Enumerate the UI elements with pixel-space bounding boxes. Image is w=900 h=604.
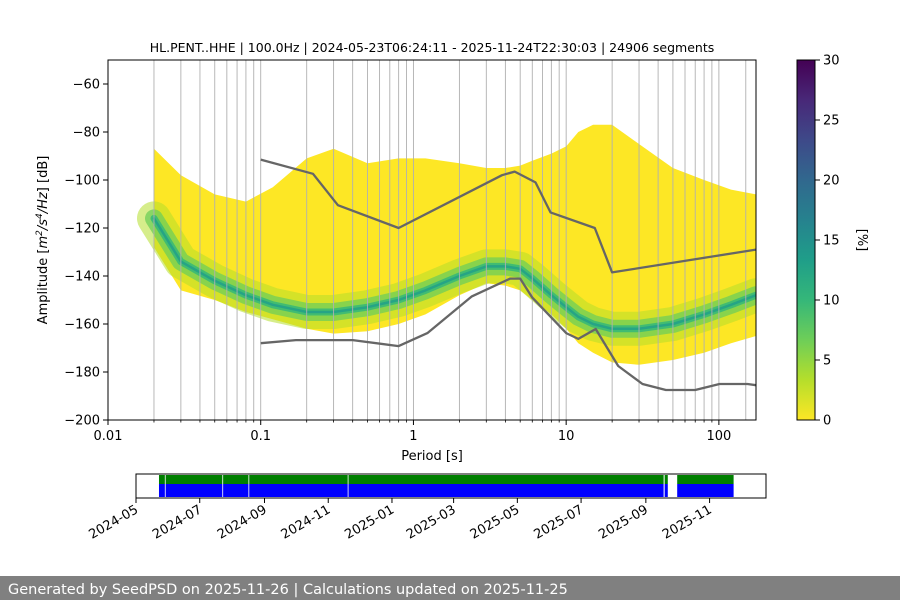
colorbar-tick-label: 10 bbox=[823, 294, 840, 309]
timeline-tick-label: 2024-05 bbox=[86, 502, 141, 542]
timeline-tick-label: 2024-09 bbox=[215, 502, 270, 542]
y-axis-label-part: Amplitude [ bbox=[36, 249, 51, 325]
chart-title: HL.PENT..HHE | 100.0Hz | 2024-05-23T06:2… bbox=[150, 40, 715, 55]
timeline-lower-segment bbox=[677, 484, 734, 497]
period-grid bbox=[153, 60, 747, 420]
x-tick-label: 10 bbox=[558, 429, 575, 444]
plot-frame bbox=[107, 59, 757, 421]
x-tick-label: 100 bbox=[706, 429, 731, 444]
y-tick-label: −160 bbox=[64, 318, 100, 333]
y-axis-label-part: 2 bbox=[35, 230, 45, 236]
y-tick-label: −200 bbox=[64, 414, 100, 429]
y-tick-label: −120 bbox=[64, 222, 100, 237]
y-axis-label: Amplitude [m2/s4/Hz] [dB] bbox=[35, 156, 51, 325]
y-tick-label: −100 bbox=[64, 174, 100, 189]
timeline-tick-label: 2024-11 bbox=[279, 502, 334, 542]
nlnm-line bbox=[260, 277, 756, 392]
footer-bar: Generated by SeedPSD on 2025-11-26 | Cal… bbox=[0, 576, 900, 600]
colorbar-label: [%] bbox=[854, 229, 869, 252]
x-tick-label: 0.1 bbox=[250, 429, 271, 444]
y-axis-label-part: Hz bbox=[36, 191, 51, 209]
timeline-frame bbox=[135, 473, 767, 499]
timeline-tick-label: 2025-01 bbox=[342, 502, 397, 542]
y-tick-label: −140 bbox=[64, 270, 100, 285]
colorbar-gradient bbox=[796, 59, 816, 421]
footer-text: Generated by SeedPSD on 2025-11-26 | Cal… bbox=[8, 582, 568, 598]
x-tick-label: 0.01 bbox=[94, 429, 123, 444]
timeline-upper-segment bbox=[677, 475, 734, 484]
timeline-axis: 2024-05 2024-07 2024-09 2024-11 2025-01 2025-… bbox=[86, 498, 715, 543]
timeline-lower-segment bbox=[664, 484, 668, 497]
y-axis: −60 −80 −100 −120 −140 −160 −180 −200 bbox=[64, 78, 108, 429]
timeline-upper-segment bbox=[664, 475, 668, 484]
timeline-lower-segment bbox=[158, 484, 664, 497]
y-axis-label-part: / bbox=[36, 224, 51, 231]
ppsd-chart: HL.PENT..HHE | 100.0Hz | 2024-05-23T06:2… bbox=[35, 40, 757, 464]
x-axis-label: Period [s] bbox=[401, 449, 463, 464]
timeline-tick-label: 2025-09 bbox=[596, 502, 651, 542]
x-axis: 0.01 0.1 1 10 100 bbox=[94, 420, 731, 444]
timeline-tick-label: 2025-05 bbox=[468, 502, 523, 542]
colorbar-tick-label: 0 bbox=[823, 414, 831, 429]
timeline-upper-segment bbox=[158, 475, 664, 484]
timeline-tick-label: 2024-07 bbox=[150, 502, 205, 542]
y-axis-label-part: / bbox=[36, 207, 51, 214]
colorbar: 0 5 10 15 20 25 30 [%] bbox=[796, 54, 869, 429]
timeline-tick-label: 2025-11 bbox=[660, 502, 715, 542]
noise-models bbox=[260, 158, 756, 392]
y-axis-label-part: s bbox=[36, 219, 51, 226]
colorbar-ticks: 0 5 10 15 20 25 30 bbox=[815, 54, 840, 429]
availability-timeline: 2024-05 2024-07 2024-09 2024-11 2025-01 2025-… bbox=[86, 473, 767, 543]
x-tick-label: 1 bbox=[409, 429, 417, 444]
y-axis-label-part: m bbox=[36, 236, 51, 249]
y-tick-label: −80 bbox=[73, 126, 100, 141]
nhnm-line bbox=[260, 158, 756, 274]
colorbar-tick-label: 15 bbox=[823, 234, 840, 249]
colorbar-tick-label: 25 bbox=[823, 114, 840, 129]
y-tick-label: −60 bbox=[73, 78, 100, 93]
colorbar-tick-label: 5 bbox=[823, 354, 831, 369]
y-axis-label-part: ] [dB] bbox=[36, 156, 51, 193]
y-tick-label: −180 bbox=[64, 366, 100, 381]
colorbar-tick-label: 30 bbox=[823, 54, 840, 69]
colorbar-tick-label: 20 bbox=[823, 174, 840, 189]
timeline-tick-label: 2025-03 bbox=[404, 502, 459, 542]
timeline-tracks bbox=[158, 475, 734, 497]
y-axis-label-part: 4 bbox=[35, 213, 45, 219]
timeline-tick-label: 2025-07 bbox=[532, 502, 587, 542]
